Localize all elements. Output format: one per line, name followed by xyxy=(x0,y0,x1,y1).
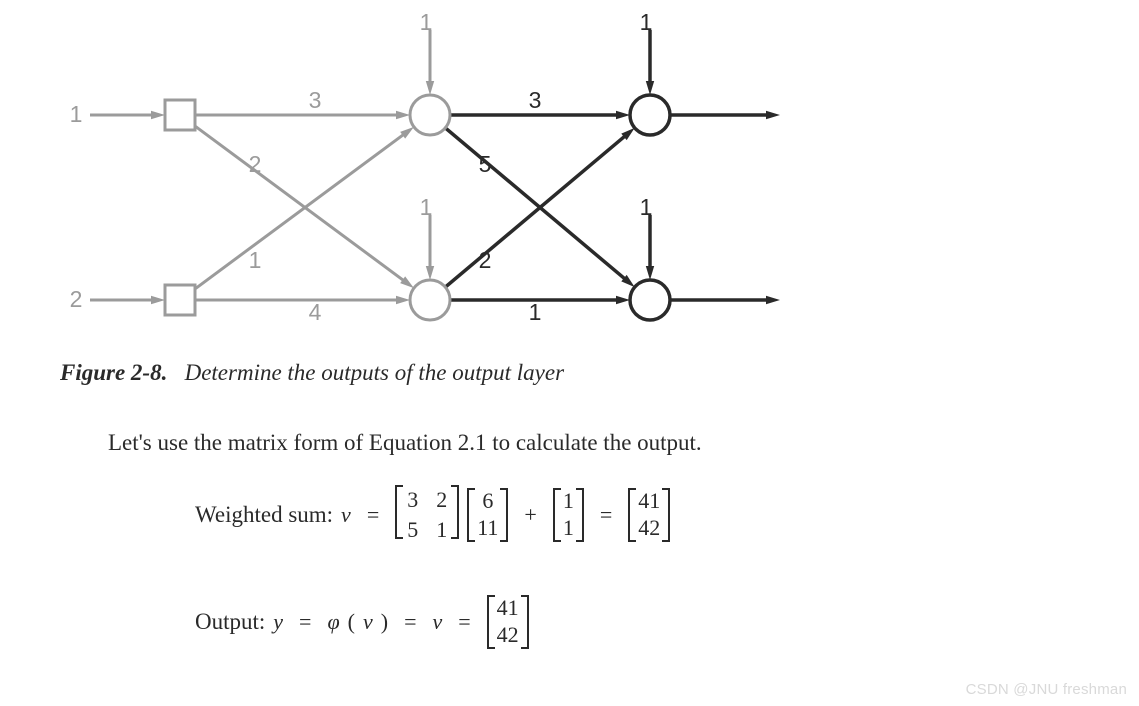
out-prefix: Output: xyxy=(195,609,265,635)
figure-text: Determine the outputs of the output laye… xyxy=(185,360,564,385)
arrowhead xyxy=(151,111,165,119)
body-intro: Let's use the matrix form of Equation 2.… xyxy=(108,430,702,456)
arrowhead xyxy=(426,266,434,280)
eq-sign-3: = xyxy=(291,609,319,635)
vector-x: 6 11 xyxy=(467,488,508,542)
arrowhead xyxy=(766,296,780,304)
eq-sign-4: = xyxy=(396,609,424,635)
edge-weight-label: 5 xyxy=(479,151,492,177)
eq-sign: = xyxy=(359,502,387,528)
W-1-1: 1 xyxy=(436,517,447,543)
edge xyxy=(195,133,406,289)
plus-sign: + xyxy=(516,502,544,528)
edge xyxy=(195,126,406,282)
vector-out-result: 41 42 xyxy=(487,595,529,649)
edge-weight-label: 4 xyxy=(309,299,322,325)
neuron-node xyxy=(630,280,670,320)
arrowhead xyxy=(151,296,165,304)
vector-b: 1 1 xyxy=(553,488,584,542)
watermark: CSDN @JNU freshman xyxy=(966,681,1127,698)
neuron-node xyxy=(630,95,670,135)
arrowhead xyxy=(646,81,654,95)
node-label: 1 xyxy=(70,101,83,127)
page: 32143521121111 Figure 2-8. Determine the… xyxy=(0,0,1139,706)
edge-weight-label: 2 xyxy=(479,247,492,273)
arrowhead xyxy=(396,296,410,304)
node-label: 1 xyxy=(640,194,653,220)
edge-weight-label: 2 xyxy=(249,151,262,177)
arrowhead xyxy=(766,111,780,119)
arrowhead xyxy=(646,266,654,280)
node-label: 1 xyxy=(640,10,653,35)
b-0: 1 xyxy=(563,488,574,514)
edge xyxy=(445,134,627,287)
node-label: 1 xyxy=(420,194,433,220)
arrowhead xyxy=(396,111,410,119)
node-label: 1 xyxy=(420,10,433,35)
equation-weighted-sum: Weighted sum: v = 3 2 5 1 6 11 + 1 xyxy=(195,485,670,545)
lparen: ( xyxy=(348,609,355,635)
arrowhead xyxy=(616,296,630,304)
vector-ws-result: 41 42 xyxy=(628,488,670,542)
network-diagram: 3 2 1 4 3 5 2 1 1 2 1 1 1 1 xyxy=(60,10,840,340)
figure-label: Figure 2-8. xyxy=(60,360,167,385)
eq-sign-5: = xyxy=(450,609,478,635)
arrowhead xyxy=(616,111,630,119)
input-node xyxy=(165,100,195,130)
eq-sign-2: = xyxy=(592,502,620,528)
out-y: y xyxy=(273,609,283,635)
edge-weight-label: 3 xyxy=(309,87,322,113)
x-1: 11 xyxy=(477,515,498,541)
b-1: 1 xyxy=(563,515,574,541)
arrowhead xyxy=(426,81,434,95)
neuron-node xyxy=(410,95,450,135)
node-label: 2 xyxy=(70,286,83,312)
x-0: 6 xyxy=(477,488,498,514)
figure-caption: Figure 2-8. Determine the outputs of the… xyxy=(60,360,564,386)
neuron-node xyxy=(410,280,450,320)
edge-weight-label: 1 xyxy=(529,299,542,325)
network-svg: 3 2 1 4 3 5 2 1 1 2 1 1 1 1 xyxy=(60,10,840,340)
matrix-W: 3 2 5 1 xyxy=(395,485,459,545)
ws-var: v xyxy=(341,502,351,528)
out-1: 42 xyxy=(497,622,519,648)
equation-output: Output: y = φ ( v) = v = 41 42 xyxy=(195,595,529,649)
out-v: v xyxy=(432,609,442,635)
W-1-0: 5 xyxy=(407,517,418,543)
out-0: 41 xyxy=(497,595,519,621)
edge-weight-label: 3 xyxy=(529,87,542,113)
phi-symbol: φ xyxy=(327,609,339,635)
wsr-1: 42 xyxy=(638,515,660,541)
edge-weight-label: 1 xyxy=(249,247,262,273)
input-node xyxy=(165,285,195,315)
ws-prefix: Weighted sum: xyxy=(195,502,333,528)
edge xyxy=(445,128,627,281)
phi-arg: v xyxy=(363,609,373,635)
W-0-0: 3 xyxy=(407,487,418,513)
rparen: ) xyxy=(381,609,388,635)
W-0-1: 2 xyxy=(436,487,447,513)
wsr-0: 41 xyxy=(638,488,660,514)
